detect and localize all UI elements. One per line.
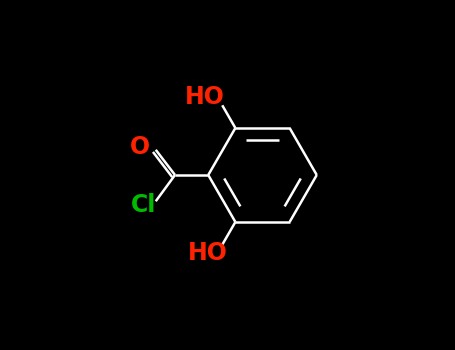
Text: O: O <box>130 135 150 159</box>
Text: HO: HO <box>188 241 228 265</box>
Text: HO: HO <box>185 85 225 108</box>
Text: Cl: Cl <box>131 194 156 217</box>
